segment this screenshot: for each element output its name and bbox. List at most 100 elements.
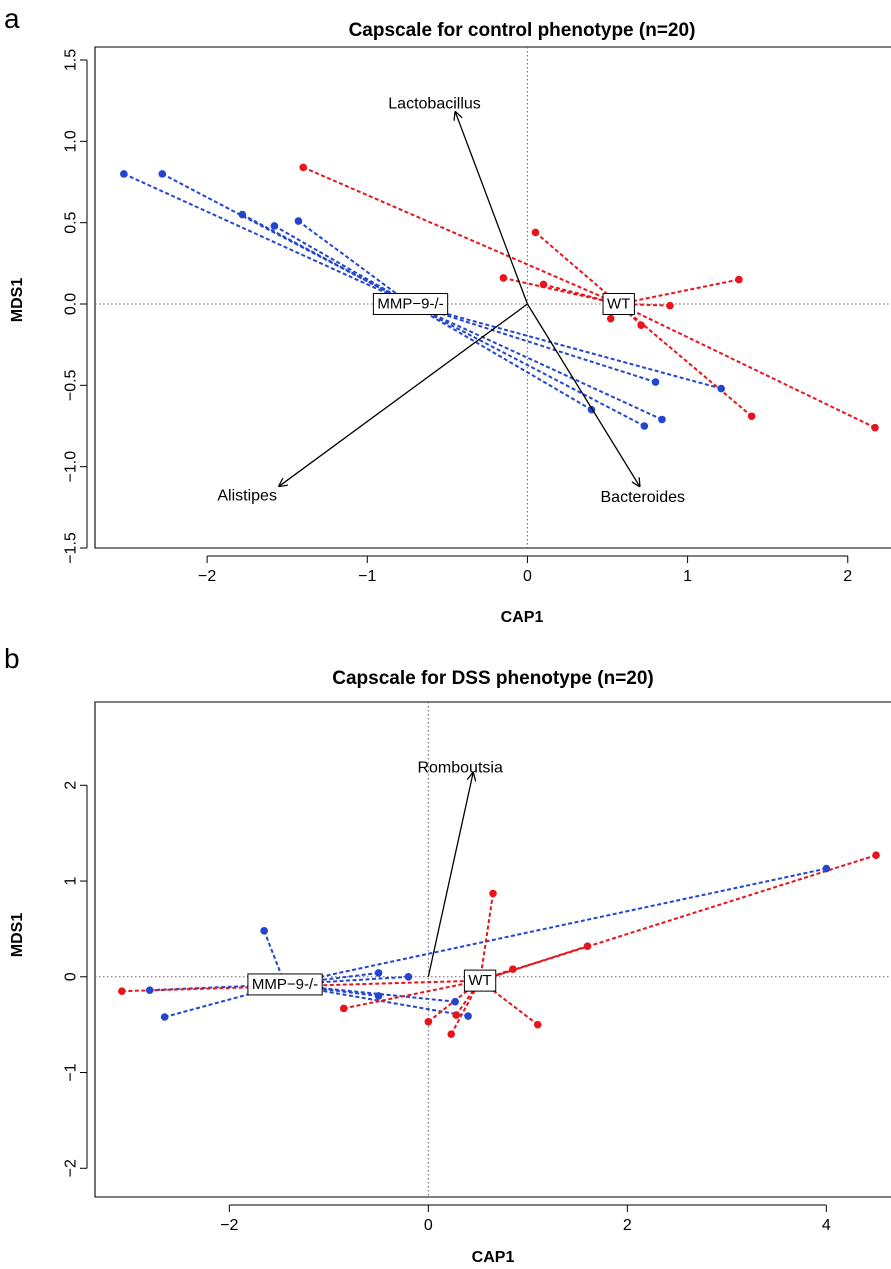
spider-line <box>618 303 876 429</box>
spider-line <box>284 975 409 986</box>
x-axis-label: CAP1 <box>472 1249 515 1266</box>
spider-line <box>161 172 411 305</box>
chart-panel-b: b Capscale for DSS phenotype (n=20) CAP1… <box>4 643 891 1266</box>
data-point <box>238 210 247 219</box>
chart-title: Capscale for DSS phenotype (n=20) <box>332 668 654 689</box>
data-point <box>294 217 303 225</box>
centroid-label: WT <box>463 969 497 992</box>
data-point <box>404 972 413 981</box>
y-axis-label: MDS1 <box>9 278 26 323</box>
spider-line <box>450 980 481 1035</box>
y-tick-label: −1.5 <box>63 532 80 564</box>
spider-line <box>284 867 827 986</box>
x-tick-label: 2 <box>623 1217 632 1234</box>
centroid-label: MMP−9-/- <box>372 293 449 316</box>
data-point <box>374 969 383 977</box>
data-point <box>531 228 540 237</box>
spider-line <box>284 983 456 1003</box>
data-point <box>640 422 649 430</box>
data-point <box>637 321 645 329</box>
data-point <box>339 1004 348 1013</box>
y-tick-label: 0.5 <box>63 211 80 233</box>
data-point <box>158 170 167 178</box>
data-point <box>666 301 674 310</box>
spider-line <box>503 277 619 305</box>
spider-line <box>410 303 593 411</box>
biplot-arrow <box>279 303 528 486</box>
data-point <box>651 378 660 386</box>
spider-line <box>410 303 722 390</box>
centroid-label: WT <box>602 293 635 316</box>
data-point <box>145 986 154 994</box>
biplot-arrow-label: Romboutsia <box>417 760 502 777</box>
y-axis-label: MDS1 <box>9 913 26 958</box>
x-tick-label: 4 <box>822 1217 831 1234</box>
biplot-arrow <box>427 773 473 977</box>
y-tick-label: 1.0 <box>63 130 80 152</box>
spider-line <box>297 220 412 305</box>
chart-title: Capscale for control phenotype (n=20) <box>349 20 696 41</box>
spider-line <box>343 979 481 1010</box>
data-point <box>747 412 756 421</box>
spider-line <box>618 278 740 305</box>
centroid-label-text: MMP−9-/- <box>377 296 443 313</box>
data-point <box>583 942 592 950</box>
data-point <box>464 1012 472 1020</box>
centroid-label-box <box>602 293 635 316</box>
biplot-arrow-label: Lactobacillus <box>388 95 481 112</box>
spider-line <box>618 303 753 418</box>
panel-letter: a <box>4 3 20 34</box>
data-point <box>658 415 666 424</box>
data-point <box>299 163 308 172</box>
data-point <box>539 280 548 289</box>
data-point <box>509 965 517 973</box>
data-point <box>871 423 879 432</box>
y-tick-label: −1.0 <box>63 451 80 483</box>
spider-line <box>410 303 645 427</box>
y-tick-label: 0 <box>63 972 80 981</box>
data-point <box>160 1013 169 1021</box>
data-point <box>533 1020 542 1029</box>
y-tick-label: −2 <box>63 1159 80 1177</box>
y-tick-label: −0.5 <box>63 369 80 401</box>
data-point <box>374 992 383 1000</box>
spider-line <box>479 893 494 981</box>
data-point <box>118 987 126 995</box>
plot-frame <box>94 701 891 1198</box>
data-point <box>822 864 831 873</box>
centroid-label-text: WT <box>607 296 630 313</box>
biplot-arrow-label: Bacteroides <box>601 489 686 506</box>
centroid-label: MMP−9-/- <box>247 973 323 996</box>
plot-frame <box>94 46 891 549</box>
x-tick-label: 2 <box>843 568 852 585</box>
y-tick-label: 1 <box>63 876 80 885</box>
biplot-arrow-label: Alistipes <box>217 487 277 504</box>
panel-letter: b <box>4 643 20 674</box>
spider-line <box>534 231 620 305</box>
y-tick-label: 0.0 <box>63 293 80 315</box>
chart-panel-a: a Capscale for control phenotype (n=20) … <box>4 3 891 626</box>
biplot-arrow <box>455 112 529 305</box>
spider-line <box>479 854 877 982</box>
data-point <box>260 927 268 935</box>
spider-line <box>410 303 663 421</box>
x-tick-label: −2 <box>198 568 216 585</box>
spider-line <box>123 172 411 305</box>
spider-line <box>284 983 469 1018</box>
centroid-label-box <box>247 973 323 996</box>
centroid-label-box <box>372 293 449 316</box>
spider-line <box>410 303 656 384</box>
y-tick-label: 1.5 <box>63 49 80 71</box>
data-point <box>270 222 279 230</box>
y-tick-label: −1 <box>63 1063 80 1081</box>
spider-line <box>273 225 412 305</box>
x-tick-label: −2 <box>220 1217 238 1234</box>
data-point <box>735 275 743 284</box>
spider-line <box>302 166 620 305</box>
data-point <box>606 314 615 323</box>
x-tick-label: −1 <box>358 568 376 585</box>
data-point <box>872 851 880 859</box>
biplot-arrow <box>526 303 639 486</box>
x-tick-label: 0 <box>523 568 532 585</box>
